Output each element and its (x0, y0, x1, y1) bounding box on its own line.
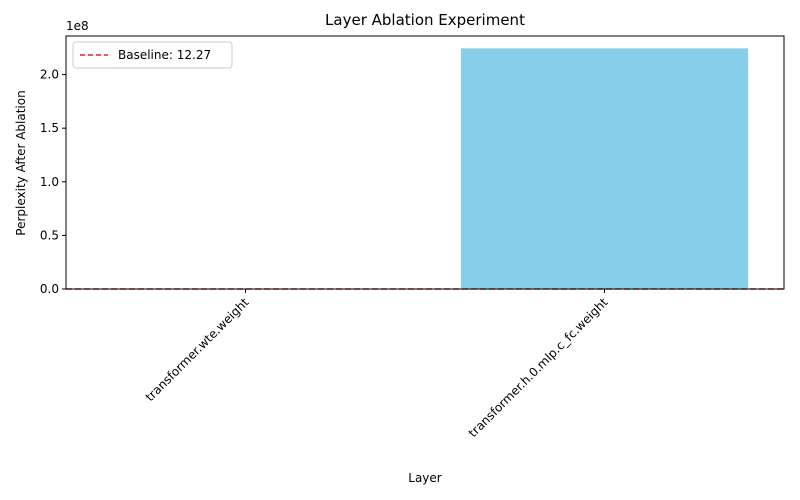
legend-frame (72, 41, 233, 69)
y-tick-label-0: 0.0 (40, 282, 59, 296)
chart-title: Layer Ablation Experiment (325, 11, 525, 29)
legend: Baseline: 12.27 (72, 41, 233, 69)
plot-area: transformer.wte.weight transformer.h.0.ml… (40, 35, 785, 440)
y-tick-label-2: 1.0 (40, 175, 59, 189)
x-tick-label-1: transformer.h.0.mlp.c_fc.weight (466, 295, 611, 440)
y-axis-label: Perplexity After Ablation (14, 90, 28, 235)
y-tick-label-4: 2.0 (40, 68, 59, 82)
y-offset-label: 1e8 (66, 19, 89, 33)
legend-baseline-label: Baseline: 12.27 (118, 48, 211, 62)
x-tick-label-0: transformer.wte.weight (143, 295, 252, 404)
bar-1 (460, 48, 749, 290)
y-tick-label-1: 0.5 (40, 228, 59, 242)
x-axis-label: Layer (408, 471, 442, 485)
y-tick-label-3: 1.5 (40, 121, 59, 135)
axes-frame (65, 35, 785, 290)
